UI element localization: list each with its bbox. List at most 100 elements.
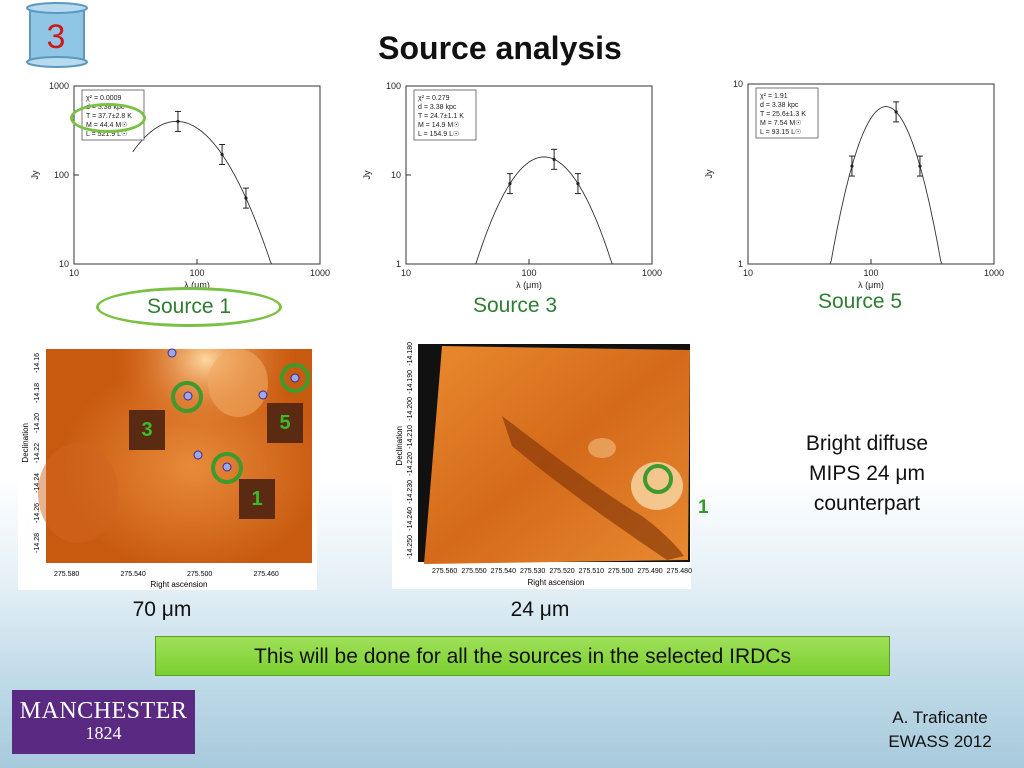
source1-marker-ring (211, 452, 243, 484)
sed-plot-source5: 10 1 10 100 1000 λ (μm) Jy χ² = 1.91 d = 3.38 kp… (690, 70, 1004, 294)
y-axis-label: Jy (30, 170, 40, 180)
sed-fit-curve (132, 120, 273, 265)
map-x-tick-label: 275.510 (578, 568, 604, 575)
y-tick-label: 10 (59, 259, 69, 269)
fit-parameter: T = 25.6±1.3 K (760, 111, 806, 118)
y-tick-label: 1 (738, 259, 743, 269)
university-logo: MANCHESTER 1824 (12, 690, 195, 754)
map70-label-3: 3 (129, 410, 165, 450)
y-tick-label: 1 (396, 259, 401, 269)
sed-fit-curve (474, 156, 613, 265)
x-axis-label: λ (μm) (858, 280, 884, 290)
fit-parameter: T = 24.7±1.1 K (418, 113, 464, 120)
x-tick-label: 100 (521, 268, 536, 278)
sed-fit-curve (829, 106, 943, 265)
map-70um: Declination -14.16 -14.18 -14.20 -14.22 -14.… (18, 343, 317, 590)
map-y-tick-label: -14.200 (407, 397, 414, 421)
map-x-tick-label: 275.460 (253, 571, 279, 578)
map70-label-5: 5 (267, 403, 303, 443)
map-24um: Declination -14.180 -14.190 -14.200 -14.210… (392, 336, 692, 589)
x-tick-label: 1000 (984, 268, 1004, 278)
caption-source1-ring (96, 287, 282, 327)
x-tick-label: 100 (189, 268, 204, 278)
map24-label-1: 1 (698, 497, 709, 518)
map-y-tick-label: -14.180 (407, 342, 414, 366)
data-point (918, 164, 922, 168)
data-point (894, 110, 898, 114)
fit-legend-box (755, 87, 819, 139)
x-tick-label: 10 (69, 268, 79, 278)
data-point (176, 119, 180, 124)
caption-source5: Source 5 (817, 290, 903, 313)
fit-legend-box (413, 89, 477, 141)
x-tick-label: 1000 (310, 268, 330, 278)
source5-marker-ring (280, 363, 310, 393)
source3-marker-ring (171, 381, 203, 413)
fit-parameter: χ² = 0.279 (418, 95, 450, 102)
y-tick-label: 100 (386, 81, 401, 91)
map-y-tick-label: -14.190 (407, 369, 414, 394)
map-y-tick-label: -14.220 (407, 452, 414, 476)
author-block: A. Traficante EWASS 2012 (870, 706, 1010, 754)
y-tick-label: 100 (54, 170, 69, 180)
note-line-3: counterpart (813, 492, 921, 515)
data-point (576, 182, 580, 186)
caption-source1: Source 1 (146, 295, 232, 318)
caption-70um: 70 μm (132, 598, 192, 621)
note-line-1: Bright diffuse (805, 432, 929, 455)
map-x-tick-label: 275.540 (120, 571, 146, 578)
x-tick-label: 10 (401, 268, 411, 278)
data-point (552, 157, 556, 161)
sed-plot-source1: 1000 100 10 10 100 1000 λ (μm) Jy χ² = 0.0009 d =… (16, 72, 330, 294)
map-x-tick-label: 275.480 (666, 568, 692, 575)
map-x-tick-label: 275.540 (490, 568, 516, 575)
y-axis-label: Jy (704, 169, 714, 179)
fit-parameter: χ² = 1.91 (760, 93, 788, 100)
map-y-tick-label: -14.230 (407, 479, 414, 504)
note-line-2: MIPS 24 μm (809, 462, 925, 485)
map-x-tick-label: 275.500 (187, 571, 213, 578)
summary-banner: This will be done for all the sources in… (155, 636, 890, 676)
map70-label-1: 1 (239, 479, 275, 519)
y-tick-label: 10 (391, 170, 401, 180)
highlight-ellipse (70, 103, 146, 133)
fit-parameter: M = 14.9 M☉ (418, 121, 459, 129)
author-name: A. Traficante (892, 708, 988, 727)
x-tick-label: 100 (863, 268, 878, 278)
x-tick-label: 1000 (642, 268, 662, 278)
slide-title: Source analysis (378, 30, 622, 66)
slide-number: 3 (46, 18, 66, 56)
map-x-tick-label: 275.490 (637, 568, 663, 575)
caption-source3: Source 3 (472, 294, 558, 317)
map-x-tick-label: 275.560 (432, 568, 458, 575)
fit-parameter: χ² = 0.0009 (86, 95, 122, 102)
caption-24um: 24 μm (510, 598, 570, 621)
map-x-tick-label: 275.520 (549, 568, 575, 575)
x-tick-label: 10 (743, 268, 753, 278)
x-axis-label: λ (μm) (184, 280, 210, 290)
map-x-tick-label: 275.580 (54, 571, 80, 578)
x-axis-label: λ (μm) (516, 280, 542, 290)
fit-parameter: d = 3.38 kpc (760, 102, 799, 109)
map24-xlabel: Right ascension (527, 578, 585, 587)
y-tick-label: 10 (733, 79, 743, 89)
y-axis-label: Jy (362, 170, 372, 180)
source1-24um-ring (643, 464, 673, 494)
data-point (850, 164, 854, 168)
y-tick-label: 1000 (49, 81, 69, 91)
fit-parameter: L = 154.9 L☉ (418, 130, 459, 138)
fit-parameter: M = 7.54 M☉ (760, 119, 801, 127)
data-point (508, 182, 512, 186)
map-x-tick-label: 275.530 (520, 568, 546, 575)
scroll-icon (26, 2, 88, 68)
map-y-tick-label: -14.210 (407, 424, 414, 449)
map70-xlabel: Right ascension (150, 580, 208, 589)
fit-parameter: d = 3.38 kpc (418, 104, 457, 111)
map-y-tick-label: -14.250 (407, 534, 414, 559)
map-x-tick-label: 275.500 (608, 568, 634, 575)
data-point (220, 152, 224, 157)
note-text: Bright diffuse MIPS 24 μm counterpart (760, 429, 974, 519)
logo-line-1: MANCHESTER (19, 698, 188, 724)
sed-plot-source3: 100 10 1 10 100 1000 λ (μm) Jy χ² = 0.279 d = 3.3… (348, 72, 662, 294)
data-point (244, 196, 248, 200)
